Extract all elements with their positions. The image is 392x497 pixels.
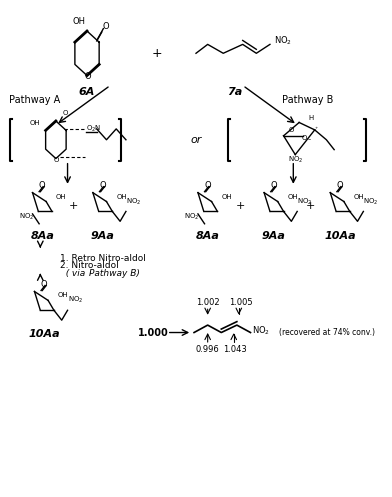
Text: O: O (301, 135, 307, 141)
Text: NO$_2$: NO$_2$ (363, 196, 379, 207)
Text: O: O (41, 280, 47, 289)
Text: O: O (204, 181, 211, 190)
Text: NO$_2$: NO$_2$ (297, 196, 313, 207)
Text: O: O (270, 181, 277, 190)
Text: 2. Nitro-aldol: 2. Nitro-aldol (60, 261, 118, 270)
Text: OH: OH (354, 194, 364, 200)
Text: (  via  Pathway B): ( via Pathway B) (60, 269, 140, 278)
Text: NO$_2$: NO$_2$ (19, 212, 34, 223)
Text: 1.005: 1.005 (229, 298, 252, 307)
Text: or: or (190, 135, 202, 145)
Text: NO$_2$: NO$_2$ (252, 325, 270, 337)
Text: OH: OH (73, 17, 86, 26)
Text: 1.000: 1.000 (138, 328, 169, 337)
Text: O: O (289, 127, 294, 133)
Text: O$_2$N: O$_2$N (86, 124, 102, 134)
Text: $^+$: $^+$ (314, 126, 319, 131)
Text: 9Aa: 9Aa (91, 231, 114, 241)
Text: O: O (85, 72, 91, 81)
Text: $^-$: $^-$ (307, 138, 313, 143)
Text: +: + (69, 201, 78, 212)
Text: 10Aa: 10Aa (28, 330, 60, 339)
Text: 1.002: 1.002 (196, 298, 220, 307)
Text: O: O (102, 21, 109, 31)
Text: OH: OH (287, 194, 298, 200)
Text: NO$_2$: NO$_2$ (287, 155, 303, 165)
Text: NO$_2$: NO$_2$ (274, 35, 292, 47)
Text: 8Aa: 8Aa (30, 231, 54, 241)
Text: (recovered at 74% conv.): (recovered at 74% conv.) (279, 328, 375, 337)
Text: NO$_2$: NO$_2$ (126, 196, 142, 207)
Text: 0.996: 0.996 (196, 345, 220, 354)
Text: Pathway A: Pathway A (9, 95, 60, 105)
Text: O: O (63, 110, 68, 116)
Text: 1. Retro Nitro-aldol: 1. Retro Nitro-aldol (60, 254, 146, 263)
Text: 9Aa: 9Aa (262, 231, 286, 241)
Text: OH: OH (116, 194, 127, 200)
Text: H: H (308, 115, 314, 121)
Text: O: O (99, 181, 106, 190)
Text: 6A: 6A (79, 87, 95, 97)
Text: Pathway B: Pathway B (281, 95, 333, 105)
Text: OH: OH (221, 194, 232, 200)
Text: OH: OH (56, 194, 67, 200)
Text: 10Aa: 10Aa (324, 231, 356, 241)
Text: NO$_2$: NO$_2$ (184, 212, 200, 223)
Text: +: + (152, 47, 162, 60)
Text: OH: OH (29, 120, 40, 126)
Text: 7a: 7a (227, 87, 243, 97)
Text: 8Aa: 8Aa (196, 231, 220, 241)
Text: O: O (337, 181, 343, 190)
Text: O: O (54, 157, 59, 163)
Text: OH: OH (58, 292, 69, 299)
Text: 1.043: 1.043 (223, 345, 247, 354)
Text: O: O (39, 181, 45, 190)
Text: +: + (236, 201, 245, 212)
Text: +: + (306, 201, 316, 212)
Text: NO$_2$: NO$_2$ (67, 295, 83, 306)
